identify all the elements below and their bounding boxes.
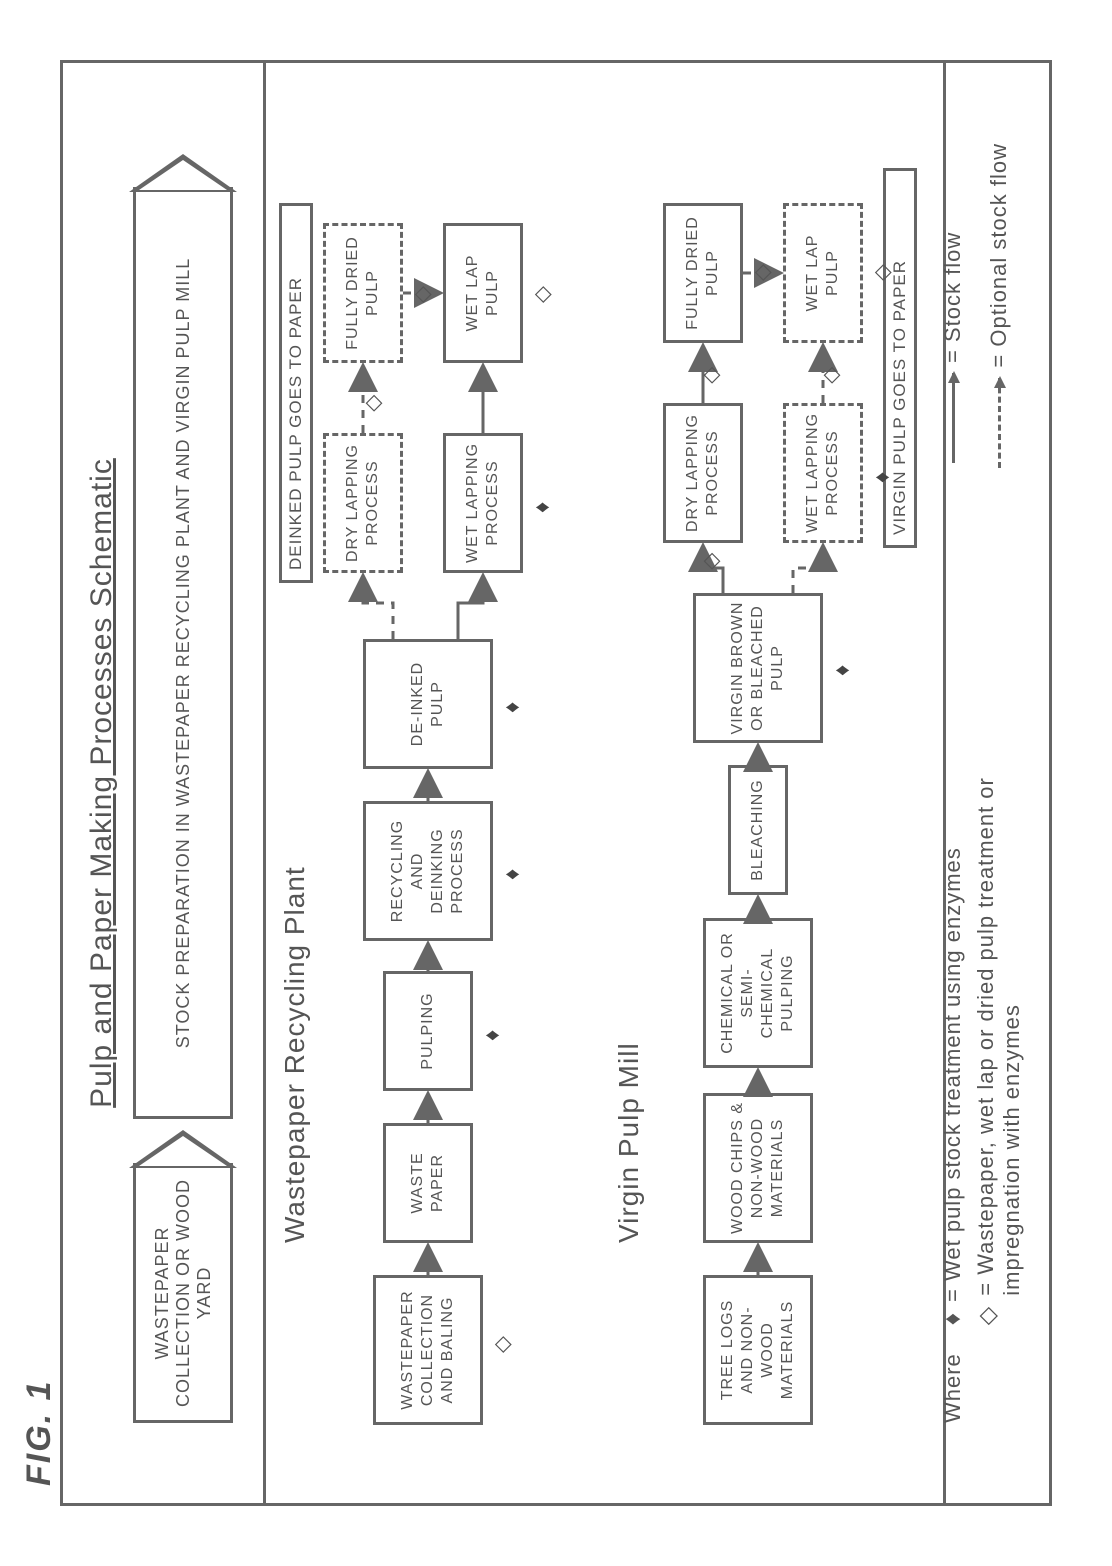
filled-diamond-icon: ♦ [479, 1030, 505, 1041]
legend-hollow-text: = Wastepaper, wet lap or dried pulp trea… [973, 705, 1025, 1296]
hollow-diamond-icon: ◇ [749, 264, 775, 281]
filled-diamond-icon: ♦ [829, 665, 855, 676]
legend: Where ♦ = Wet pulp stock treatment using… [939, 143, 1031, 1423]
filled-diamond-icon: ♦ [529, 502, 555, 513]
filled-diamond-icon: ♦ [499, 869, 525, 880]
hollow-diamond-icon: ◇ [869, 264, 895, 281]
hollow-diamond-icon: ◇ [704, 364, 721, 390]
hollow-diamond-icon: ◇ [366, 392, 383, 418]
filled-diamond-icon: ♦ [499, 702, 525, 713]
filled-diamond-icon: ♦ [869, 472, 895, 483]
hollow-diamond-icon: ◇ [824, 364, 841, 390]
hollow-diamond-icon: ◇ [529, 286, 555, 303]
diagram-frame: Pulp and Paper Making Processes Schemati… [60, 60, 1052, 1506]
legend-where: Where [940, 1353, 966, 1423]
hollow-diamond-icon: ◇ [489, 1336, 515, 1353]
filled-diamond-icon: ♦ [939, 1312, 967, 1325]
hollow-diamond-icon: ◇ [704, 550, 721, 576]
dashed-arrow-icon [998, 378, 1001, 468]
legend-filled-text: = Wet pulp stock treatment using enzymes [940, 847, 966, 1302]
legend-dashed-text: = Optional stock flow [986, 143, 1012, 368]
hollow-diamond-icon: ◇ [409, 286, 435, 303]
hollow-diamond-icon: ◇ [973, 1306, 1002, 1325]
legend-solid-text: = Stock flow [940, 232, 966, 363]
solid-arrow-icon [952, 373, 955, 463]
flow-arrows [63, 63, 1049, 1503]
figure-label: FIG. 1 [20, 1380, 59, 1486]
